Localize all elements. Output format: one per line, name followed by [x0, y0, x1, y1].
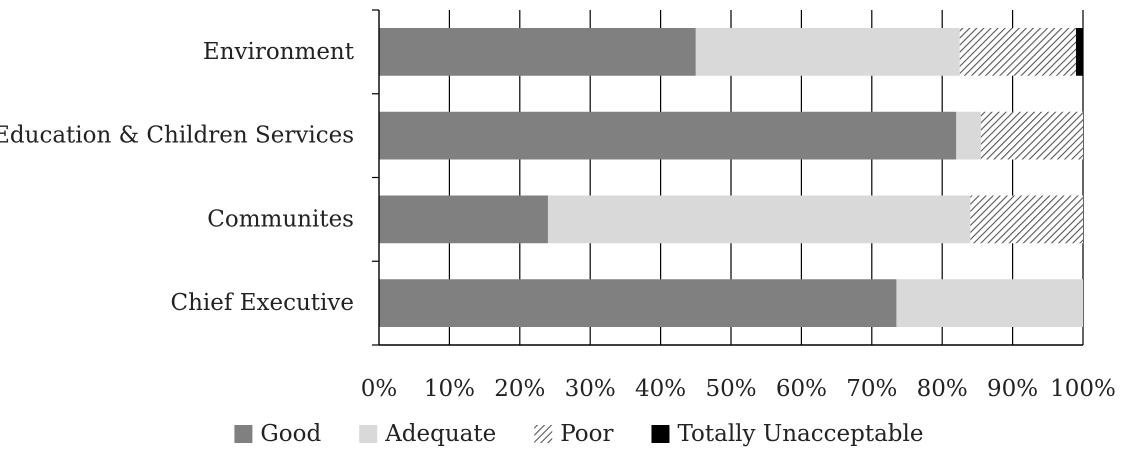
x-tick-label: 30% [565, 376, 616, 402]
bar-adequate [896, 279, 1083, 327]
x-tick-label: 10% [424, 376, 475, 402]
legend: Good Adequate Poor Totally Unacceptable [234, 421, 924, 447]
bar-good [379, 28, 696, 76]
bar-good [379, 279, 897, 327]
category-label: Education & Children Services [0, 123, 354, 149]
x-tick-label: 40% [635, 376, 686, 402]
legend-swatch-adequate [359, 425, 378, 443]
bar-poor [980, 111, 1083, 160]
legend-label: Poor [560, 421, 613, 447]
category-label: Environment [203, 39, 355, 65]
bar-good [379, 195, 548, 244]
bar-totally-unacceptable [1075, 28, 1083, 76]
category-label: Chief Executive [171, 290, 354, 316]
bar-poor [970, 195, 1083, 244]
legend-label: Totally Unacceptable [677, 421, 923, 447]
bar-adequate [956, 111, 981, 160]
bars [379, 28, 1083, 327]
x-tick-label: 80% [917, 376, 968, 402]
x-tick-label: 60% [776, 376, 827, 402]
x-tick-label: 100% [1050, 376, 1116, 402]
x-tick-label: 0% [361, 376, 398, 402]
category-label: Communites [207, 206, 354, 232]
legend-swatch-good [234, 425, 253, 443]
x-tick-label: 20% [494, 376, 545, 402]
legend-label: Adequate [384, 421, 496, 447]
legend-swatch-poor [534, 425, 553, 443]
category-labels: Environment Education & Children Services… [0, 39, 355, 316]
legend-label: Good [260, 421, 321, 447]
x-tick-label: 70% [846, 376, 897, 402]
bar-adequate [695, 28, 960, 76]
axes [372, 9, 1083, 346]
bar-adequate [547, 195, 971, 244]
x-tick-label: 90% [987, 376, 1038, 402]
x-tick-label: 50% [705, 376, 756, 402]
legend-swatch-totally-unacceptable [651, 425, 670, 443]
x-tick-labels: 0% 10% 20% 30% 40% 50% 60% 70% 80% 90% 100% [361, 376, 1116, 402]
bar-poor [959, 28, 1076, 76]
bar-good [379, 111, 957, 160]
